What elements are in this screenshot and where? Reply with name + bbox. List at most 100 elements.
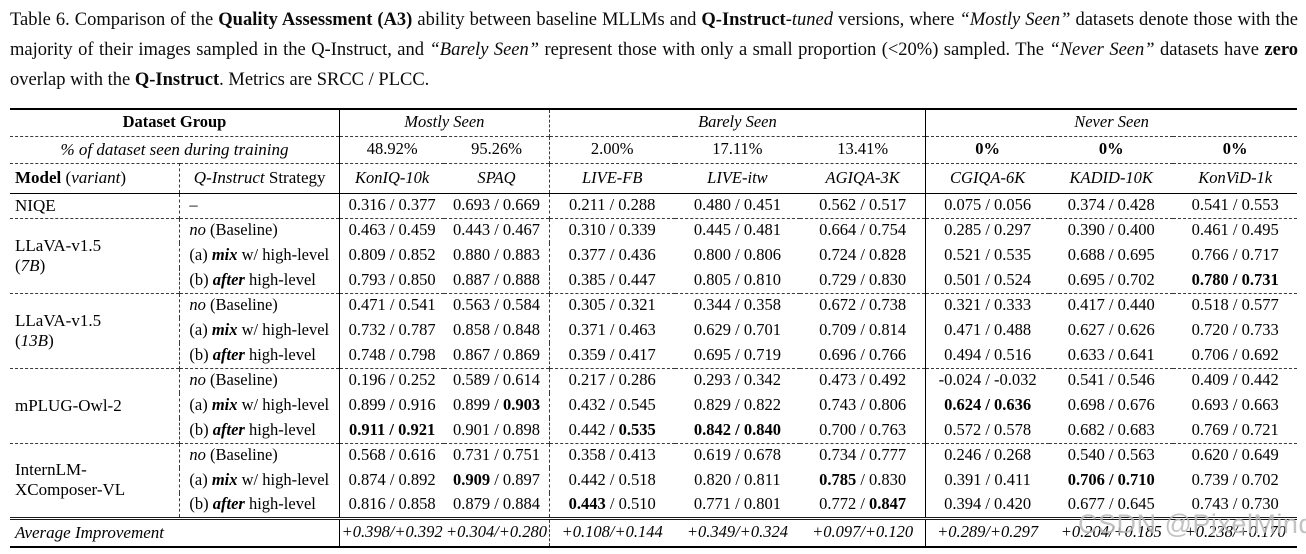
dataset-column-header: LIVE-FB <box>549 162 675 194</box>
metric-cell: 0.358 / 0.413 <box>549 442 675 468</box>
model-cell: LLaVA-v1.5 (13B) <box>10 292 181 368</box>
average-improvement-value: +0.108/+0.144 <box>549 516 675 547</box>
percent-seen-value: 0% <box>1049 135 1174 163</box>
metric-cell: 0.693 / 0.669 <box>444 193 550 218</box>
average-improvement-value: +0.398/+0.392 <box>339 516 445 547</box>
dataset-column-header: SPAQ <box>444 162 550 194</box>
metric-cell: 0.385 / 0.447 <box>568 269 656 289</box>
metric-cell: 0.829 / 0.822 <box>693 395 781 415</box>
strategy-cell: no (Baseline) <box>179 217 340 243</box>
group-mostly-seen: Mostly Seen <box>339 109 550 136</box>
dataset-column-header: CGIQA-6K <box>925 162 1050 194</box>
metric-cell: 0.541 / 0.546 <box>1049 367 1174 393</box>
table-row: (b) after high-level 0.793 / 0.850 0.887 /… <box>10 268 1297 293</box>
metric-cell: 0.734 / 0.777 <box>800 442 927 468</box>
metric-cell: 0.540 / 0.563 <box>1049 442 1174 468</box>
dataset-group-header: Dataset Group <box>10 109 340 136</box>
metric-cell: 0.706 / 0.692 <box>1191 344 1279 364</box>
dataset-column-header: KADID-10K <box>1049 162 1174 194</box>
metric-cell: 0.911 / 0.921 <box>349 419 436 439</box>
metric-cell: 0.471 / 0.541 <box>339 292 445 318</box>
dataset-column-header: LIVE-itw <box>674 162 801 194</box>
metric-cell: 0.874 / 0.892 <box>348 470 436 490</box>
metric-cell: 0.793 / 0.850 <box>348 269 436 289</box>
metric-cell: 0.443 / 0.467 <box>444 217 550 243</box>
metric-cell: 0.901 / 0.898 <box>444 418 550 443</box>
metric-cell: 0.899 / 0.903 <box>444 393 550 418</box>
metric-cell: 0.731 / 0.751 <box>444 442 550 468</box>
metric-cell: 0.443 / 0.510 <box>568 494 656 514</box>
model-cell: InternLM- XComposer-VL <box>10 442 181 518</box>
metric-cell: 0.321 / 0.333 <box>925 292 1050 318</box>
metric-cell: 0.743 / 0.730 <box>1191 494 1279 514</box>
strategy-cell: (b) after high-level <box>179 493 340 518</box>
metric-cell: 0.688 / 0.695 <box>1067 245 1155 265</box>
metric-cell: 0.417 / 0.440 <box>1049 292 1174 318</box>
metric-cell: 0.880 / 0.883 <box>444 243 550 268</box>
metric-cell: 0.521 / 0.535 <box>944 245 1032 265</box>
average-improvement-value: +0.238/+0.170 <box>1173 516 1297 547</box>
metric-cell: 0.739 / 0.702 <box>1191 470 1279 490</box>
metric-cell: 0.682 / 0.683 <box>1067 419 1155 439</box>
strategy-cell: (a) mix w/ high-level <box>179 393 340 418</box>
metric-cell: 0.627 / 0.626 <box>1067 320 1155 340</box>
metric-cell: 0.391 / 0.411 <box>944 470 1031 490</box>
watermark: CSDN @PixelMind <box>1078 509 1306 539</box>
metric-cell: 0.293 / 0.342 <box>674 367 801 393</box>
strategy-cell: (a) mix w/ high-level <box>179 318 340 343</box>
metric-cell: 0.800 / 0.806 <box>693 245 781 265</box>
strategy-cell: (b) after high-level <box>179 418 340 443</box>
strategy-cell: no (Baseline) <box>179 442 340 468</box>
model-cell: NIQE <box>10 193 181 218</box>
metric-cell: 0.771 / 0.801 <box>693 494 781 514</box>
metric-cell: 0.285 / 0.297 <box>925 217 1050 243</box>
strategy-cell: (b) after high-level <box>179 268 340 293</box>
table-row: NIQE –0.316 / 0.377 0.693 / 0.669 0.211 / 0… <box>10 193 1297 218</box>
metric-cell: 0.359 / 0.417 <box>568 344 656 364</box>
percent-seen-value: 13.41% <box>800 135 927 163</box>
metric-cell: 0.463 / 0.459 <box>339 217 445 243</box>
metric-cell: 0.310 / 0.339 <box>549 217 675 243</box>
metric-cell: 0.729 / 0.830 <box>800 268 927 293</box>
strategy-cell: no (Baseline) <box>179 367 340 393</box>
metric-cell: 0.633 / 0.641 <box>1067 344 1155 364</box>
strategy-column-header: Q-Instruct Strategy <box>179 162 340 194</box>
metric-cell: 0.196 / 0.252 <box>339 367 445 393</box>
metric-cell: 0.772 / 0.847 <box>800 493 927 518</box>
percent-seen-value: 48.92% <box>339 135 445 163</box>
table-row: (b) after high-level 0.911 / 0.921 0.901 /… <box>10 418 1297 443</box>
metric-cell: 0.562 / 0.517 <box>800 193 927 218</box>
metric-cell: 0.471 / 0.488 <box>944 320 1032 340</box>
metric-cell: 0.344 / 0.358 <box>674 292 801 318</box>
metric-cell: 0.693 / 0.663 <box>1191 395 1279 415</box>
average-improvement-value: +0.289/+0.297 <box>925 516 1050 547</box>
metric-cell: 0.563 / 0.584 <box>444 292 550 318</box>
metric-cell: 0.541 / 0.553 <box>1191 195 1279 215</box>
average-improvement-label: Average Improvement <box>10 516 340 547</box>
metric-cell: 0.075 / 0.056 <box>944 195 1032 215</box>
metric-cell: 0.732 / 0.787 <box>348 320 436 340</box>
table-row: (b) after high-level 0.748 / 0.798 0.867 /… <box>10 343 1297 368</box>
metric-cell: 0.211 / 0.288 <box>568 195 656 215</box>
group-never-seen: Never Seen <box>1074 112 1149 132</box>
results-table: Dataset Group Mostly Seen Barely Seen Ne… <box>10 108 1297 548</box>
metric-cell: 0.677 / 0.645 <box>1067 494 1155 514</box>
percent-seen-value: 17.11% <box>674 135 801 163</box>
metric-cell: 0.432 / 0.545 <box>568 395 656 415</box>
strategy-cell: – <box>179 193 340 218</box>
percent-seen-value: 95.26% <box>444 135 550 163</box>
metric-cell: 0.748 / 0.798 <box>348 344 436 364</box>
table-caption: Table 6. Comparison of the Quality Asses… <box>10 10 1298 90</box>
metric-cell: 0.769 / 0.721 <box>1191 419 1279 439</box>
metric-cell: 0.442 / 0.518 <box>568 470 656 490</box>
metric-cell: 0.805 / 0.810 <box>693 269 781 289</box>
metric-cell: 0.706 / 0.710 <box>1067 470 1155 490</box>
metric-cell: 0.501 / 0.524 <box>944 269 1032 289</box>
metric-cell: 0.371 / 0.463 <box>568 320 656 340</box>
metric-cell: 0.700 / 0.763 <box>800 418 927 443</box>
group-barely-seen: Barely Seen <box>549 109 927 136</box>
metric-cell: 0.494 / 0.516 <box>944 344 1032 364</box>
column-header-row: Model (variant) Q-Instruct Strategy KonI… <box>10 162 1297 194</box>
metric-cell: 0.374 / 0.428 <box>1067 195 1155 215</box>
percent-seen-value: 0% <box>925 135 1050 163</box>
